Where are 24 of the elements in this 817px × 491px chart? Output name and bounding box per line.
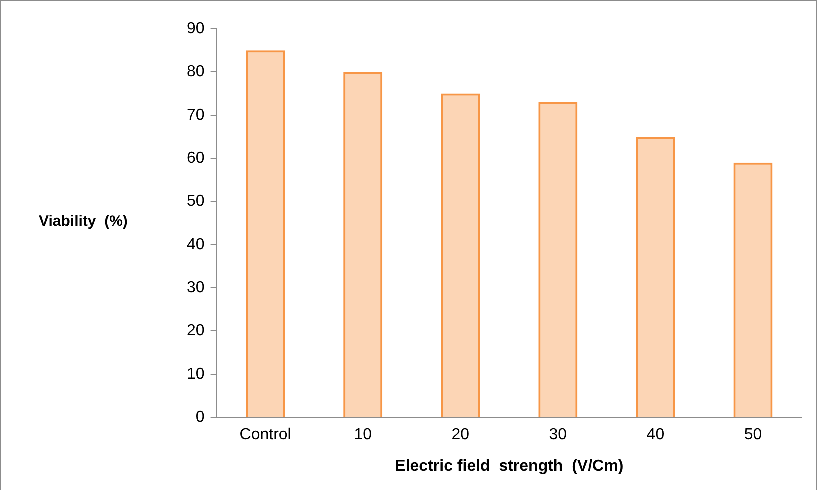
bar [441, 94, 480, 418]
x-tick-label: 50 [744, 426, 762, 444]
y-tick-label: 70 [187, 106, 205, 124]
x-tick-label: 40 [646, 426, 665, 444]
y-tick-label: 80 [187, 64, 205, 81]
bar [636, 136, 676, 418]
y-axis-title: Viability (%) [39, 213, 128, 230]
y-tick-label: 90 [187, 20, 205, 38]
x-tick-label: Control [240, 426, 292, 444]
bar [538, 102, 578, 418]
bar [246, 50, 286, 418]
bar [344, 72, 383, 418]
y-tick-label: 0 [196, 409, 205, 426]
y-tick-label: 10 [187, 366, 205, 383]
bar [734, 162, 773, 418]
y-tick-label: 20 [187, 322, 205, 340]
x-axis-title: Electric field strength (V/Cm) [395, 458, 624, 475]
x-tick-label: 20 [452, 426, 470, 444]
y-tick-label: 50 [187, 193, 205, 210]
x-tick-label: 30 [549, 426, 568, 444]
y-tick-label: 30 [187, 279, 205, 296]
x-tick-label: 10 [354, 426, 372, 444]
y-tick-label: 40 [187, 236, 205, 254]
y-tick-label: 60 [187, 150, 205, 167]
